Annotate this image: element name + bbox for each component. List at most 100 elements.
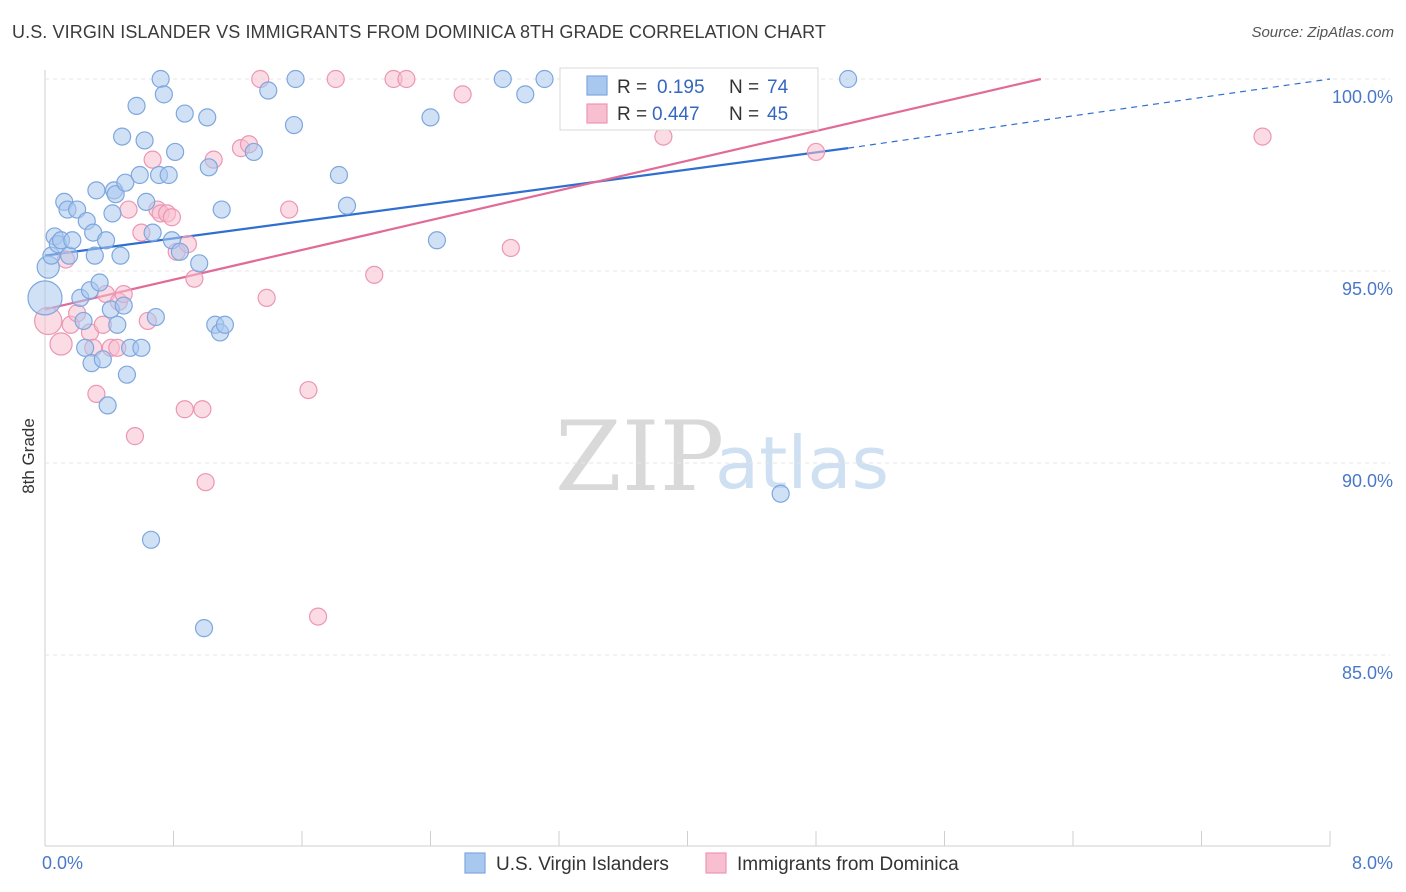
data-point-virgin-islanders <box>212 200 231 219</box>
data-point-virgin-islanders <box>27 280 63 316</box>
data-point-dominica <box>185 269 204 288</box>
data-point-virgin-islanders <box>259 81 278 100</box>
legend-n-label-blue: N = <box>729 77 759 98</box>
data-point-virgin-islanders <box>59 246 79 265</box>
source-credit: Source: ZipAtlas.com <box>1251 24 1394 41</box>
data-point-virgin-islanders <box>130 165 149 185</box>
data-point-virgin-islanders <box>215 315 234 334</box>
data-point-virgin-islanders <box>194 619 214 638</box>
data-point-virgin-islanders <box>132 338 151 357</box>
data-point-virgin-islanders <box>190 254 209 273</box>
data-point-dominica <box>397 69 416 89</box>
y-tick-label: 85.0% <box>1342 663 1393 683</box>
data-point-virgin-islanders <box>159 165 178 185</box>
data-point-dominica <box>87 384 106 403</box>
chart-title: U.S. VIRGIN ISLANDER VS IMMIGRANTS FROM … <box>12 22 827 42</box>
data-point-virgin-islanders <box>135 131 154 150</box>
data-point-virgin-islanders <box>103 204 122 223</box>
data-point-virgin-islanders <box>286 69 305 89</box>
data-point-virgin-islanders <box>87 181 106 200</box>
trend-line-blue-extension <box>848 78 1331 149</box>
data-point-virgin-islanders <box>146 307 165 327</box>
data-point-dominica <box>125 427 145 446</box>
legend-n-label-pink: N = <box>729 104 759 125</box>
legend-r-value-pink: 0.447 <box>652 104 700 125</box>
data-point-dominica <box>365 265 384 284</box>
bottom-legend-label-pink: Immigrants from Dominica <box>737 854 959 875</box>
legend-r-value-blue: 0.195 <box>657 77 705 98</box>
data-point-dominica <box>806 142 826 162</box>
data-point-virgin-islanders <box>427 231 447 250</box>
data-point-virgin-islanders <box>117 365 137 384</box>
data-point-virgin-islanders <box>90 273 109 292</box>
data-point-virgin-islanders <box>535 69 554 89</box>
data-point-virgin-islanders <box>127 96 146 115</box>
bottom-legend-label-blue: U.S. Virgin Islanders <box>496 854 669 875</box>
data-point-virgin-islanders <box>63 231 82 250</box>
data-point-virgin-islanders <box>166 142 185 162</box>
data-point-virgin-islanders <box>108 315 127 334</box>
legend-n-value-blue: 74 <box>767 77 789 98</box>
correlation-legend: R = 0.195 N = 74 R = 0.447 N = 45 <box>559 67 819 131</box>
data-point-dominica <box>501 238 520 258</box>
data-point-dominica <box>654 127 673 146</box>
x-tick-label-min: 0.0% <box>42 853 83 873</box>
data-point-virgin-islanders <box>493 69 512 89</box>
data-point-dominica <box>326 69 345 89</box>
data-point-dominica <box>175 400 194 419</box>
data-point-virgin-islanders <box>85 246 104 265</box>
data-point-virgin-islanders <box>175 104 194 123</box>
data-point-dominica <box>193 400 212 419</box>
data-point-virgin-islanders <box>96 231 116 250</box>
y-tick-label: 90.0% <box>1342 471 1393 491</box>
series-legend: U.S. Virgin Islanders Immigrants from Do… <box>464 852 959 875</box>
bottom-legend-swatch-pink <box>705 852 727 874</box>
data-point-dominica <box>196 473 215 492</box>
data-point-virgin-islanders <box>421 108 440 127</box>
data-point-virgin-islanders <box>244 142 263 162</box>
legend-r-label-blue: R = <box>617 77 647 98</box>
data-point-dominica <box>280 200 299 219</box>
data-point-virgin-islanders <box>111 246 130 265</box>
data-point-virgin-islanders <box>151 69 170 89</box>
data-point-virgin-islanders <box>74 311 93 331</box>
x-tick-label-max: 8.0% <box>1352 853 1393 873</box>
data-point-dominica <box>453 85 472 104</box>
data-point-virgin-islanders <box>284 115 304 135</box>
data-point-virgin-islanders <box>329 165 349 185</box>
legend-r-label-pink: R = <box>617 104 647 125</box>
y-axis-label: 8th Grade <box>19 418 38 494</box>
data-point-dominica <box>308 607 328 626</box>
trend-line-pink <box>44 77 1042 311</box>
data-point-virgin-islanders <box>114 296 133 315</box>
data-point-virgin-islanders <box>137 192 156 211</box>
watermark-zip: ZIP <box>555 401 724 513</box>
data-point-virgin-islanders <box>154 85 173 104</box>
data-point-dominica <box>299 380 318 400</box>
bottom-legend-swatch-blue <box>464 852 486 874</box>
data-point-virgin-islanders <box>771 484 790 503</box>
data-point-virgin-islanders <box>143 223 162 242</box>
data-point-dominica <box>162 208 181 227</box>
data-point-virgin-islanders <box>198 108 217 127</box>
data-point-virgin-islanders <box>76 338 95 357</box>
y-tick-label: 100.0% <box>1332 87 1393 107</box>
data-point-virgin-islanders <box>93 350 112 369</box>
data-point-virgin-islanders <box>337 196 357 215</box>
legend-swatch-pink <box>586 103 608 124</box>
data-point-dominica <box>257 288 276 307</box>
data-point-virgin-islanders <box>141 530 161 549</box>
data-point-virgin-islanders <box>199 158 218 177</box>
data-point-virgin-islanders <box>98 396 117 415</box>
data-point-virgin-islanders <box>516 85 535 104</box>
legend-swatch-blue <box>586 75 608 96</box>
data-point-dominica <box>1253 127 1272 146</box>
y-tick-label: 95.0% <box>1342 279 1393 299</box>
data-point-virgin-islanders <box>170 242 190 261</box>
data-point-virgin-islanders <box>839 69 858 89</box>
data-point-dominica <box>49 332 73 356</box>
data-point-virgin-islanders <box>112 127 132 146</box>
data-point-virgin-islanders <box>116 173 135 192</box>
data-point-dominica <box>143 150 162 169</box>
